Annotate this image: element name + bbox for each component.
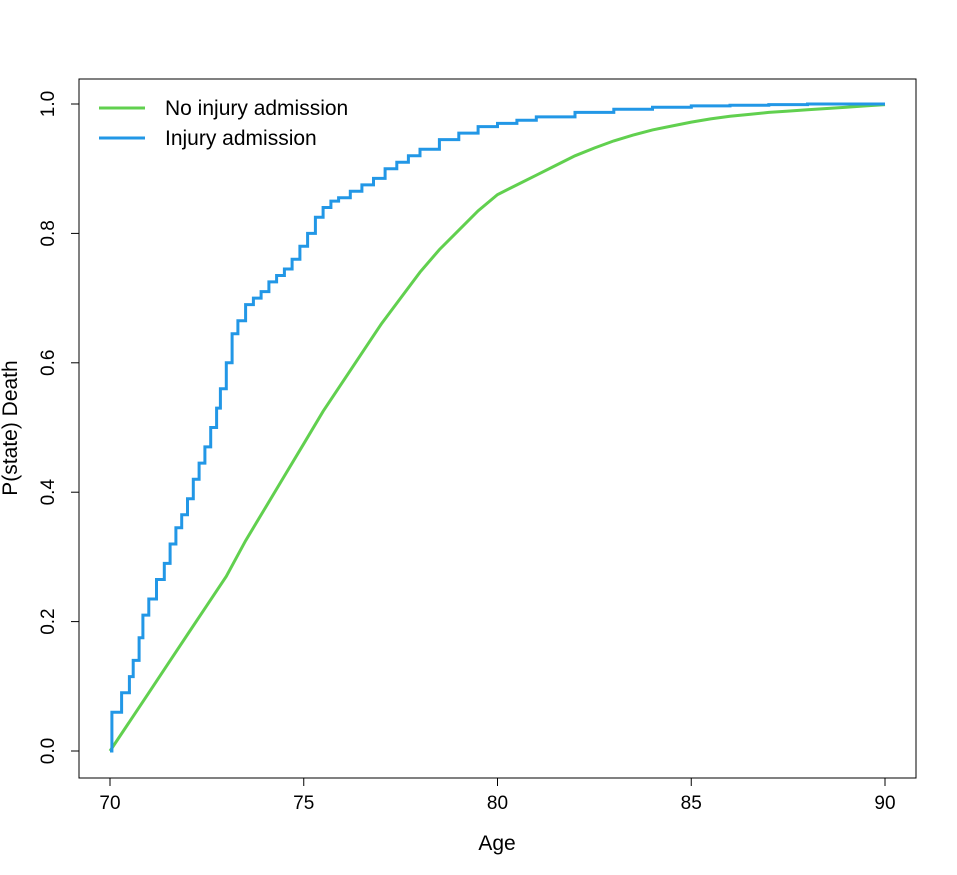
y-tick-label: 1.0 bbox=[38, 91, 59, 117]
plot-frame bbox=[78, 78, 917, 779]
series-layer bbox=[108, 102, 886, 753]
y-axis: 0.0 0.2 0.4 0.6 0.8 1.0 bbox=[38, 91, 80, 764]
legend: No injury admission Injury admission bbox=[99, 97, 348, 150]
y-tick-label: 0.0 bbox=[38, 738, 59, 764]
series-line-2 bbox=[110, 102, 885, 753]
x-tick-label: 85 bbox=[681, 793, 702, 814]
x-tick-label: 90 bbox=[874, 793, 895, 814]
x-axis: 70 75 80 85 90 bbox=[99, 777, 896, 814]
y-axis-title: P(state) Death bbox=[0, 360, 22, 495]
x-tick-label: 80 bbox=[487, 793, 508, 814]
x-tick-label: 70 bbox=[99, 793, 120, 814]
y-tick-label: 0.8 bbox=[38, 220, 59, 246]
y-tick-label: 0.6 bbox=[38, 350, 59, 376]
y-tick-label: 0.4 bbox=[38, 479, 59, 506]
series-line-1 bbox=[108, 103, 886, 752]
x-tick-label: 75 bbox=[293, 793, 314, 814]
x-axis-title: Age bbox=[478, 832, 515, 855]
legend-label: Injury admission bbox=[165, 127, 317, 150]
legend-label: No injury admission bbox=[165, 97, 348, 120]
y-tick-label: 0.2 bbox=[38, 608, 59, 634]
